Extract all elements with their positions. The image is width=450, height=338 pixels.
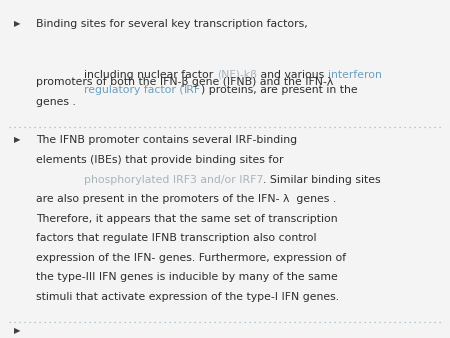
Text: promoters of both the IFN-β gene (IFNB) and the IFN-λ: promoters of both the IFN-β gene (IFNB) … bbox=[36, 77, 333, 88]
Text: elements (IBEs) that provide binding sites for: elements (IBEs) that provide binding sit… bbox=[36, 155, 284, 165]
Text: the type-III IFN genes is inducible by many of the same: the type-III IFN genes is inducible by m… bbox=[36, 272, 338, 283]
Text: regulatory factor (: regulatory factor ( bbox=[84, 85, 184, 95]
Text: ▶: ▶ bbox=[14, 326, 20, 335]
Text: ▶: ▶ bbox=[14, 19, 20, 28]
Text: including nuclear factor: including nuclear factor bbox=[84, 70, 217, 80]
Text: interferon: interferon bbox=[328, 70, 382, 80]
Text: are also present in the promoters of the IFN- λ  genes .: are also present in the promoters of the… bbox=[36, 194, 336, 204]
Text: ) proteins, are present in the: ) proteins, are present in the bbox=[201, 85, 357, 95]
Text: The IFNB promoter contains several IRF-binding: The IFNB promoter contains several IRF-b… bbox=[36, 135, 297, 145]
Text: ▶: ▶ bbox=[14, 135, 20, 144]
Text: Binding sites for several key transcription factors,: Binding sites for several key transcript… bbox=[36, 19, 308, 29]
Text: . Similar binding sites: . Similar binding sites bbox=[263, 175, 381, 185]
Text: IRF: IRF bbox=[184, 85, 201, 95]
Text: stimuli that activate expression of the type-I IFN genes.: stimuli that activate expression of the … bbox=[36, 292, 339, 302]
Text: (NF)-kβ: (NF)-kβ bbox=[217, 70, 257, 80]
Text: Therefore, it appears that the same set of transcription: Therefore, it appears that the same set … bbox=[36, 214, 338, 224]
Text: genes .: genes . bbox=[36, 97, 76, 107]
Text: factors that regulate IFNB transcription also control: factors that regulate IFNB transcription… bbox=[36, 233, 316, 243]
Text: expression of the IFN- genes. Furthermore, expression of: expression of the IFN- genes. Furthermor… bbox=[36, 253, 346, 263]
Text: and various: and various bbox=[257, 70, 328, 80]
Text: phosphorylated IRF3 and/or IRF7: phosphorylated IRF3 and/or IRF7 bbox=[84, 175, 263, 185]
